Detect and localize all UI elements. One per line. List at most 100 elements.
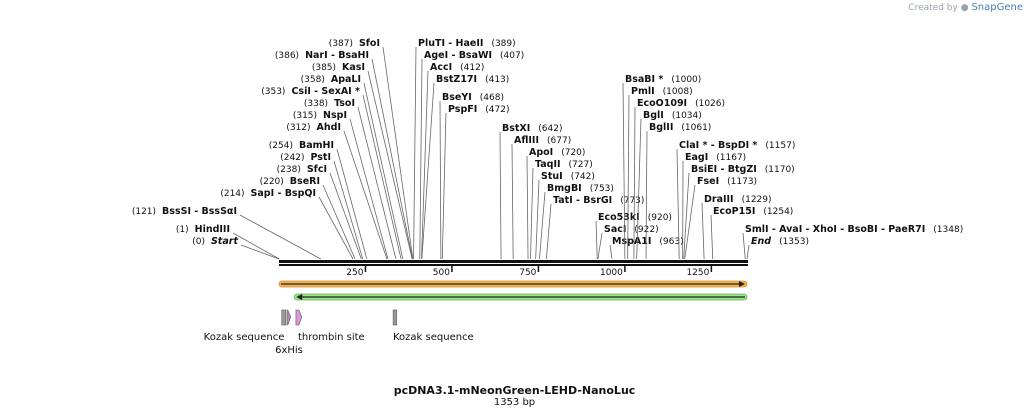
site-connector-line bbox=[322, 184, 356, 260]
site-nari: NarI - BsaHI (386) bbox=[275, 50, 413, 260]
site-connector-line bbox=[597, 232, 603, 260]
site-pluti: PluTI - HaeII (389) bbox=[413, 38, 516, 260]
site-apoi: ApoI (720) bbox=[526, 147, 585, 260]
site-connector-line bbox=[336, 148, 368, 260]
site-connector-line bbox=[343, 130, 388, 260]
site-psti: PstI (242) bbox=[280, 152, 364, 260]
site-ahdi: AhdI (312) bbox=[286, 122, 388, 260]
site-connector-line bbox=[636, 118, 642, 260]
site-connector-line bbox=[333, 160, 364, 260]
site-label: End bbox=[751, 236, 771, 247]
site-ecoo109i: EcoO109I (1026) bbox=[633, 98, 725, 260]
site-label: HindIII bbox=[195, 224, 230, 235]
feature-block bbox=[281, 309, 286, 326]
site-position: (1229) bbox=[742, 195, 772, 205]
site-connector-line bbox=[609, 244, 613, 260]
site-connector-line bbox=[710, 214, 714, 260]
site-label: SfoI bbox=[359, 38, 380, 49]
site-position: (753) bbox=[590, 184, 614, 194]
site-stui: StuI (742) bbox=[535, 171, 595, 260]
site-connector-line bbox=[676, 148, 680, 260]
site-label: StuI bbox=[541, 171, 563, 182]
ruler-tick-label: 1000 bbox=[600, 268, 623, 278]
site-sfoi: SfoI (387) bbox=[329, 38, 414, 260]
snapgene-logo-icon: ● bbox=[960, 3, 969, 13]
site-label: SacI bbox=[604, 224, 626, 235]
site-bamhi: BamHI (254) bbox=[269, 140, 368, 260]
site-position: (1254) bbox=[763, 207, 793, 217]
site-draiii: DraIII (1229) bbox=[701, 194, 772, 260]
site-connector-line bbox=[645, 130, 648, 260]
site-position: (0) bbox=[192, 237, 205, 247]
site-position: (353) bbox=[261, 87, 285, 97]
site-connector-line bbox=[742, 232, 746, 260]
site-position: (963) bbox=[659, 237, 683, 247]
site-position: (407) bbox=[500, 51, 524, 61]
site-label: NarI - BsaHI bbox=[305, 50, 369, 61]
site-connector-line bbox=[622, 82, 626, 260]
site-label: BglII bbox=[649, 122, 673, 133]
site-pspfi: PspFI (472) bbox=[441, 104, 509, 260]
site-connector-line bbox=[363, 82, 404, 260]
feature-block bbox=[392, 309, 397, 326]
site-acci: AccI (412) bbox=[421, 62, 484, 260]
site-position: (386) bbox=[275, 51, 299, 61]
site-label: CsiI - SexAI * bbox=[291, 86, 360, 97]
arrow-right-icon bbox=[739, 281, 745, 287]
site-label: SfcI bbox=[307, 164, 327, 175]
site-afliii: AflIII (677) bbox=[511, 135, 571, 260]
site-ecop15i: EcoP15I (1254) bbox=[710, 206, 793, 260]
site-label: EcoP15I bbox=[713, 206, 755, 217]
site-label: PstI bbox=[310, 152, 331, 163]
site-label: AhdI bbox=[317, 122, 341, 133]
site-bseri: BseRI (220) bbox=[260, 176, 356, 260]
site-apali: ApaLI (358) bbox=[301, 74, 404, 260]
feature-label: Kozak sequence bbox=[393, 332, 474, 343]
site-position: (1157) bbox=[765, 141, 795, 151]
feature-label: Kozak sequence bbox=[204, 332, 285, 343]
site-connector-line bbox=[240, 244, 280, 260]
feature-label: thrombin site bbox=[298, 332, 365, 343]
site-position: (1034) bbox=[672, 111, 702, 121]
site-bsiei: BsiEI - BtgZI (1170) bbox=[683, 164, 795, 260]
feature-kozak-sequence: Kozak sequence bbox=[204, 309, 286, 343]
site-bgli: BglI (1034) bbox=[636, 110, 702, 260]
site-connector-line bbox=[545, 203, 552, 260]
site-label: BstXI bbox=[502, 123, 530, 134]
site-kasi: KasI (385) bbox=[312, 62, 413, 260]
site-start: Start (0) bbox=[192, 236, 280, 260]
ruler-tick-label: 500 bbox=[433, 268, 450, 278]
site-connector-line bbox=[530, 167, 534, 260]
site-bsssi: BssSI - BssSαI (121) bbox=[132, 206, 322, 260]
site-bsabi: BsaBI * (1000) bbox=[622, 74, 701, 260]
site-eco53ki: Eco53kI (920) bbox=[595, 212, 672, 260]
ruler-tick-label: 250 bbox=[346, 268, 363, 278]
site-label: TatI - BsrGI bbox=[553, 195, 612, 206]
site-connector-line bbox=[627, 94, 630, 260]
site-label: FseI bbox=[697, 176, 719, 187]
site-connector-line bbox=[421, 82, 435, 260]
site-label: BseRI bbox=[290, 176, 320, 187]
site-connector-line bbox=[746, 244, 750, 260]
site-connector-line bbox=[684, 184, 696, 260]
site-position: (1348) bbox=[933, 225, 963, 235]
site-taqii: TaqII (727) bbox=[530, 159, 593, 260]
feature-thrombin-site: thrombin site bbox=[295, 309, 365, 343]
site-connector-line bbox=[683, 172, 690, 260]
site-position: (1000) bbox=[671, 75, 701, 85]
feature-label: 6xHis bbox=[275, 345, 303, 356]
site-label: SapI - BspQI bbox=[251, 188, 316, 199]
snapgene-watermark: Created by ● SnapGene bbox=[908, 2, 1023, 13]
site-pmli: PmlI (1008) bbox=[627, 86, 693, 260]
site-position: (1170) bbox=[765, 165, 795, 175]
site-position: (920) bbox=[648, 213, 672, 223]
site-label: BssSI - BssSαI bbox=[162, 206, 237, 217]
site-position: (1) bbox=[176, 225, 189, 235]
site-mspa1i: MspA1I (963) bbox=[609, 236, 684, 260]
site-label: EagI bbox=[685, 152, 708, 163]
orf-forward bbox=[278, 280, 748, 288]
site-label: BglI bbox=[643, 110, 664, 121]
site-label: AccI bbox=[430, 62, 452, 73]
site-label: TsoI bbox=[334, 98, 355, 109]
site-label: Eco53kI bbox=[598, 212, 640, 223]
